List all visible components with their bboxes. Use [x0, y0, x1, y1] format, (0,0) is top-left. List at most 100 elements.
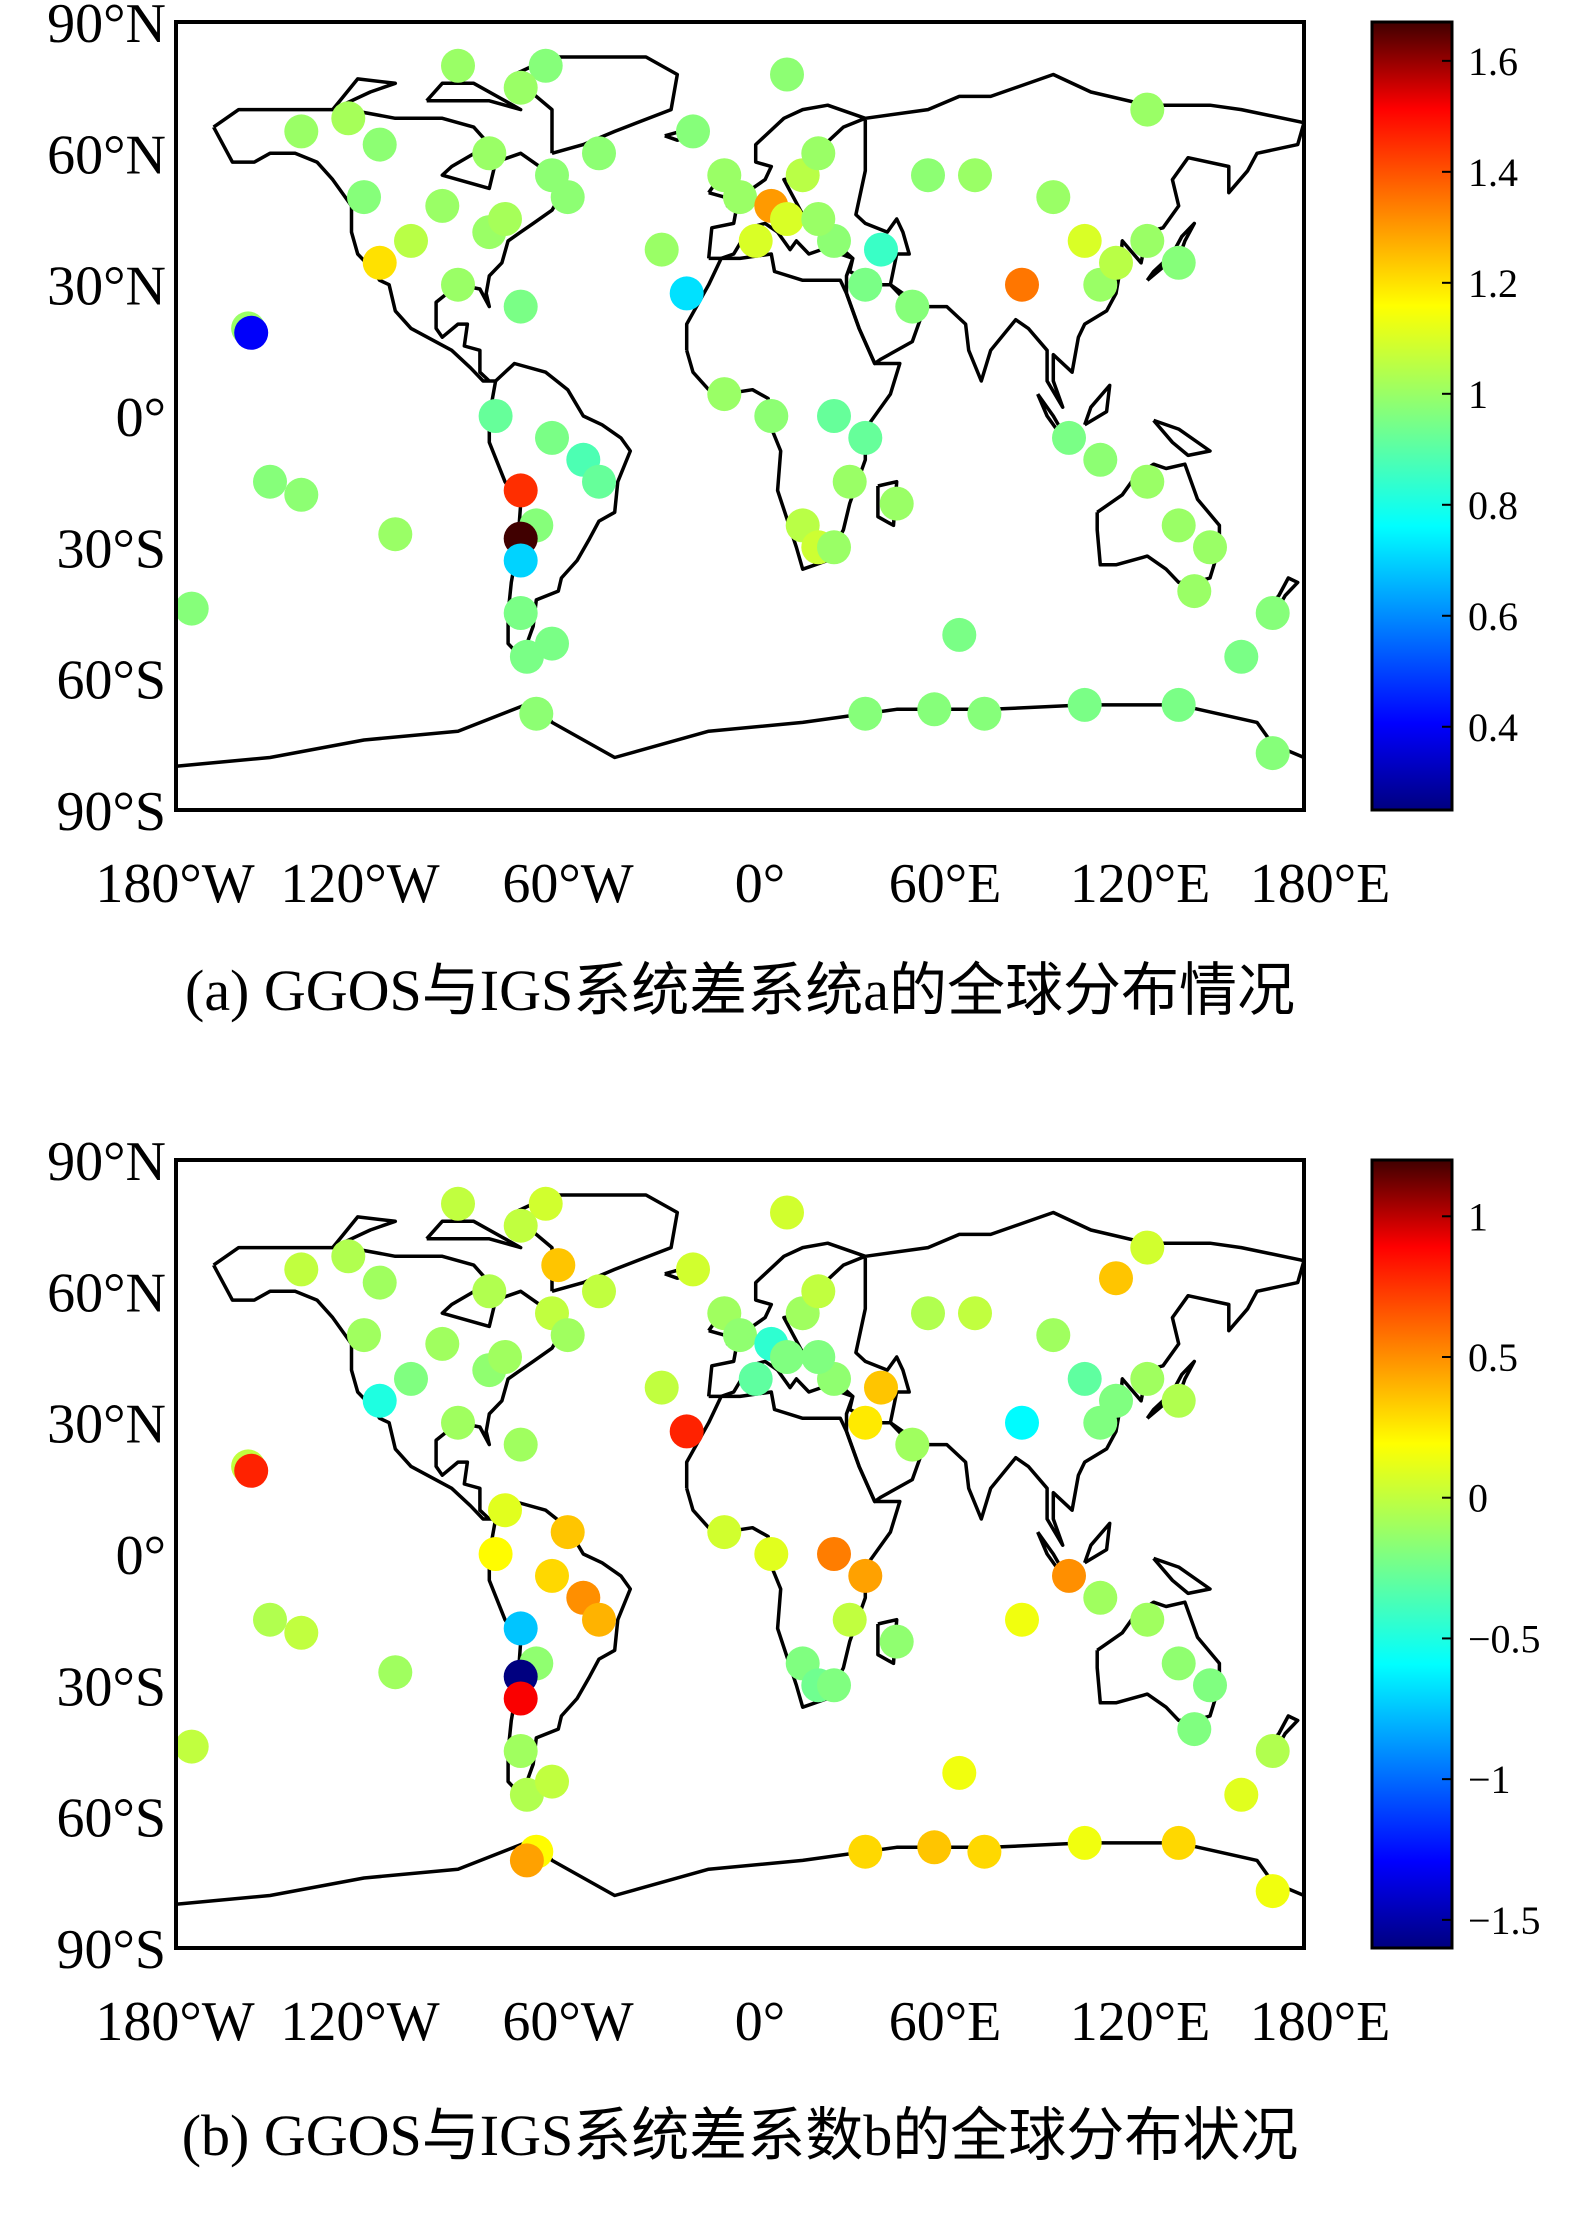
colorbar-tick-label: 1 [1468, 1194, 1488, 1239]
coastline-segment [212, 107, 567, 383]
coastline-segment [1083, 1521, 1112, 1565]
station-point [509, 639, 544, 674]
station-point [1161, 1383, 1196, 1418]
station-point [644, 1370, 679, 1405]
station-point [234, 1453, 269, 1488]
x-tick-label: 120°W [280, 1991, 439, 2053]
coastline-segment [854, 1210, 1306, 1547]
station-point [864, 1370, 898, 1405]
station-point [503, 596, 538, 630]
x-tick-label: 60°E [889, 1991, 1002, 2053]
station-point [864, 232, 898, 267]
station-point [1005, 1602, 1039, 1637]
station-point [528, 48, 563, 83]
x-tick-label: 180°W [95, 1991, 254, 2053]
coastline-segment [175, 698, 1305, 768]
x-tick-label: 180°W [95, 853, 254, 915]
station-point [848, 1558, 883, 1593]
y-ticks-b: 90°N 60°N 30°N 0° 30°S 60°S 90°S [47, 1131, 166, 1981]
station-point [895, 1427, 930, 1462]
points-a [174, 48, 1290, 771]
station-point [895, 289, 930, 324]
station-point [1052, 420, 1086, 455]
station-point [754, 1537, 789, 1571]
station-point [848, 696, 883, 731]
station-point [669, 1414, 704, 1449]
station-point [441, 267, 475, 302]
station-point [958, 1296, 992, 1331]
station-point [801, 202, 836, 236]
station-point [503, 1611, 538, 1646]
station-point [582, 1602, 616, 1637]
caption-a: (a) GGOS与IGS系统差系统a的全球分布情况 [185, 958, 1295, 1023]
station-point [253, 464, 287, 499]
colorbar-gradient [1370, 1158, 1454, 1950]
y-tick-label: 0° [116, 387, 166, 449]
station-point [967, 696, 1002, 731]
station-point [942, 1755, 977, 1790]
coastline-segment [331, 1215, 398, 1250]
station-point [942, 617, 977, 652]
y-tick-label: 30°N [47, 1394, 166, 1456]
y-tick-label: 30°S [56, 1656, 166, 1718]
y-tick-label: 90°S [56, 1919, 166, 1981]
station-point [1255, 1874, 1290, 1909]
station-point [1193, 1668, 1227, 1703]
station-point [425, 188, 460, 223]
station-point [378, 517, 413, 552]
colorbar-tick-label: 1.4 [1468, 150, 1518, 195]
station-point [1177, 574, 1212, 609]
station-point [770, 57, 804, 92]
station-point [582, 464, 616, 499]
station-point [1224, 1777, 1259, 1812]
station-point [535, 420, 569, 455]
station-point [535, 626, 569, 661]
station-point [911, 158, 945, 193]
station-point [284, 477, 319, 512]
station-point [535, 1764, 569, 1799]
station-point [362, 1383, 397, 1418]
station-point [1193, 530, 1227, 565]
colorbar-a: 1.6 1.4 1.2 1 0.8 0.6 0.4 [1370, 20, 1518, 812]
colorbar-tick-label: −1 [1468, 1757, 1511, 1802]
station-point [1161, 245, 1196, 280]
station-point [738, 1361, 773, 1396]
station-point [1099, 245, 1133, 280]
station-point [582, 1274, 616, 1309]
colorbar-tick-label: 0.8 [1468, 483, 1518, 528]
station-point [1036, 1318, 1071, 1353]
coastline-segment [1152, 418, 1212, 458]
station-point [441, 1186, 475, 1221]
station-point [958, 158, 992, 193]
y-tick-label: 60°N [47, 1262, 166, 1324]
station-point [967, 1834, 1002, 1869]
station-point [644, 232, 679, 267]
station-point [284, 114, 319, 149]
x-tick-label: 180°E [1250, 1991, 1391, 2053]
station-point [472, 136, 507, 171]
station-point [1130, 1230, 1165, 1265]
x-tick-label: 120°E [1070, 853, 1211, 915]
y-tick-label: 60°S [56, 1788, 166, 1850]
station-point [582, 136, 616, 171]
station-point [519, 696, 554, 731]
coastline-segment [425, 81, 523, 112]
station-point [503, 543, 538, 578]
station-point [917, 1830, 952, 1865]
colorbar-tick-label: 1 [1468, 372, 1488, 417]
station-point [331, 101, 366, 136]
station-point [509, 1777, 544, 1812]
station-point [174, 591, 209, 626]
station-point [550, 180, 585, 215]
y-tick-label: 90°S [56, 781, 166, 843]
station-point [832, 1602, 867, 1637]
station-point [707, 1515, 742, 1550]
station-point [1161, 687, 1196, 722]
x-tick-label: 60°W [502, 853, 633, 915]
coastline-segment [425, 1219, 523, 1250]
x-tick-label: 120°E [1070, 1991, 1211, 2053]
map-frame-a [174, 20, 1306, 812]
station-point [535, 1558, 569, 1593]
station-point [503, 473, 538, 508]
x-ticks-b: 180°W 120°W 60°W 0° 60°E 120°E 180°E [95, 1991, 1390, 2053]
